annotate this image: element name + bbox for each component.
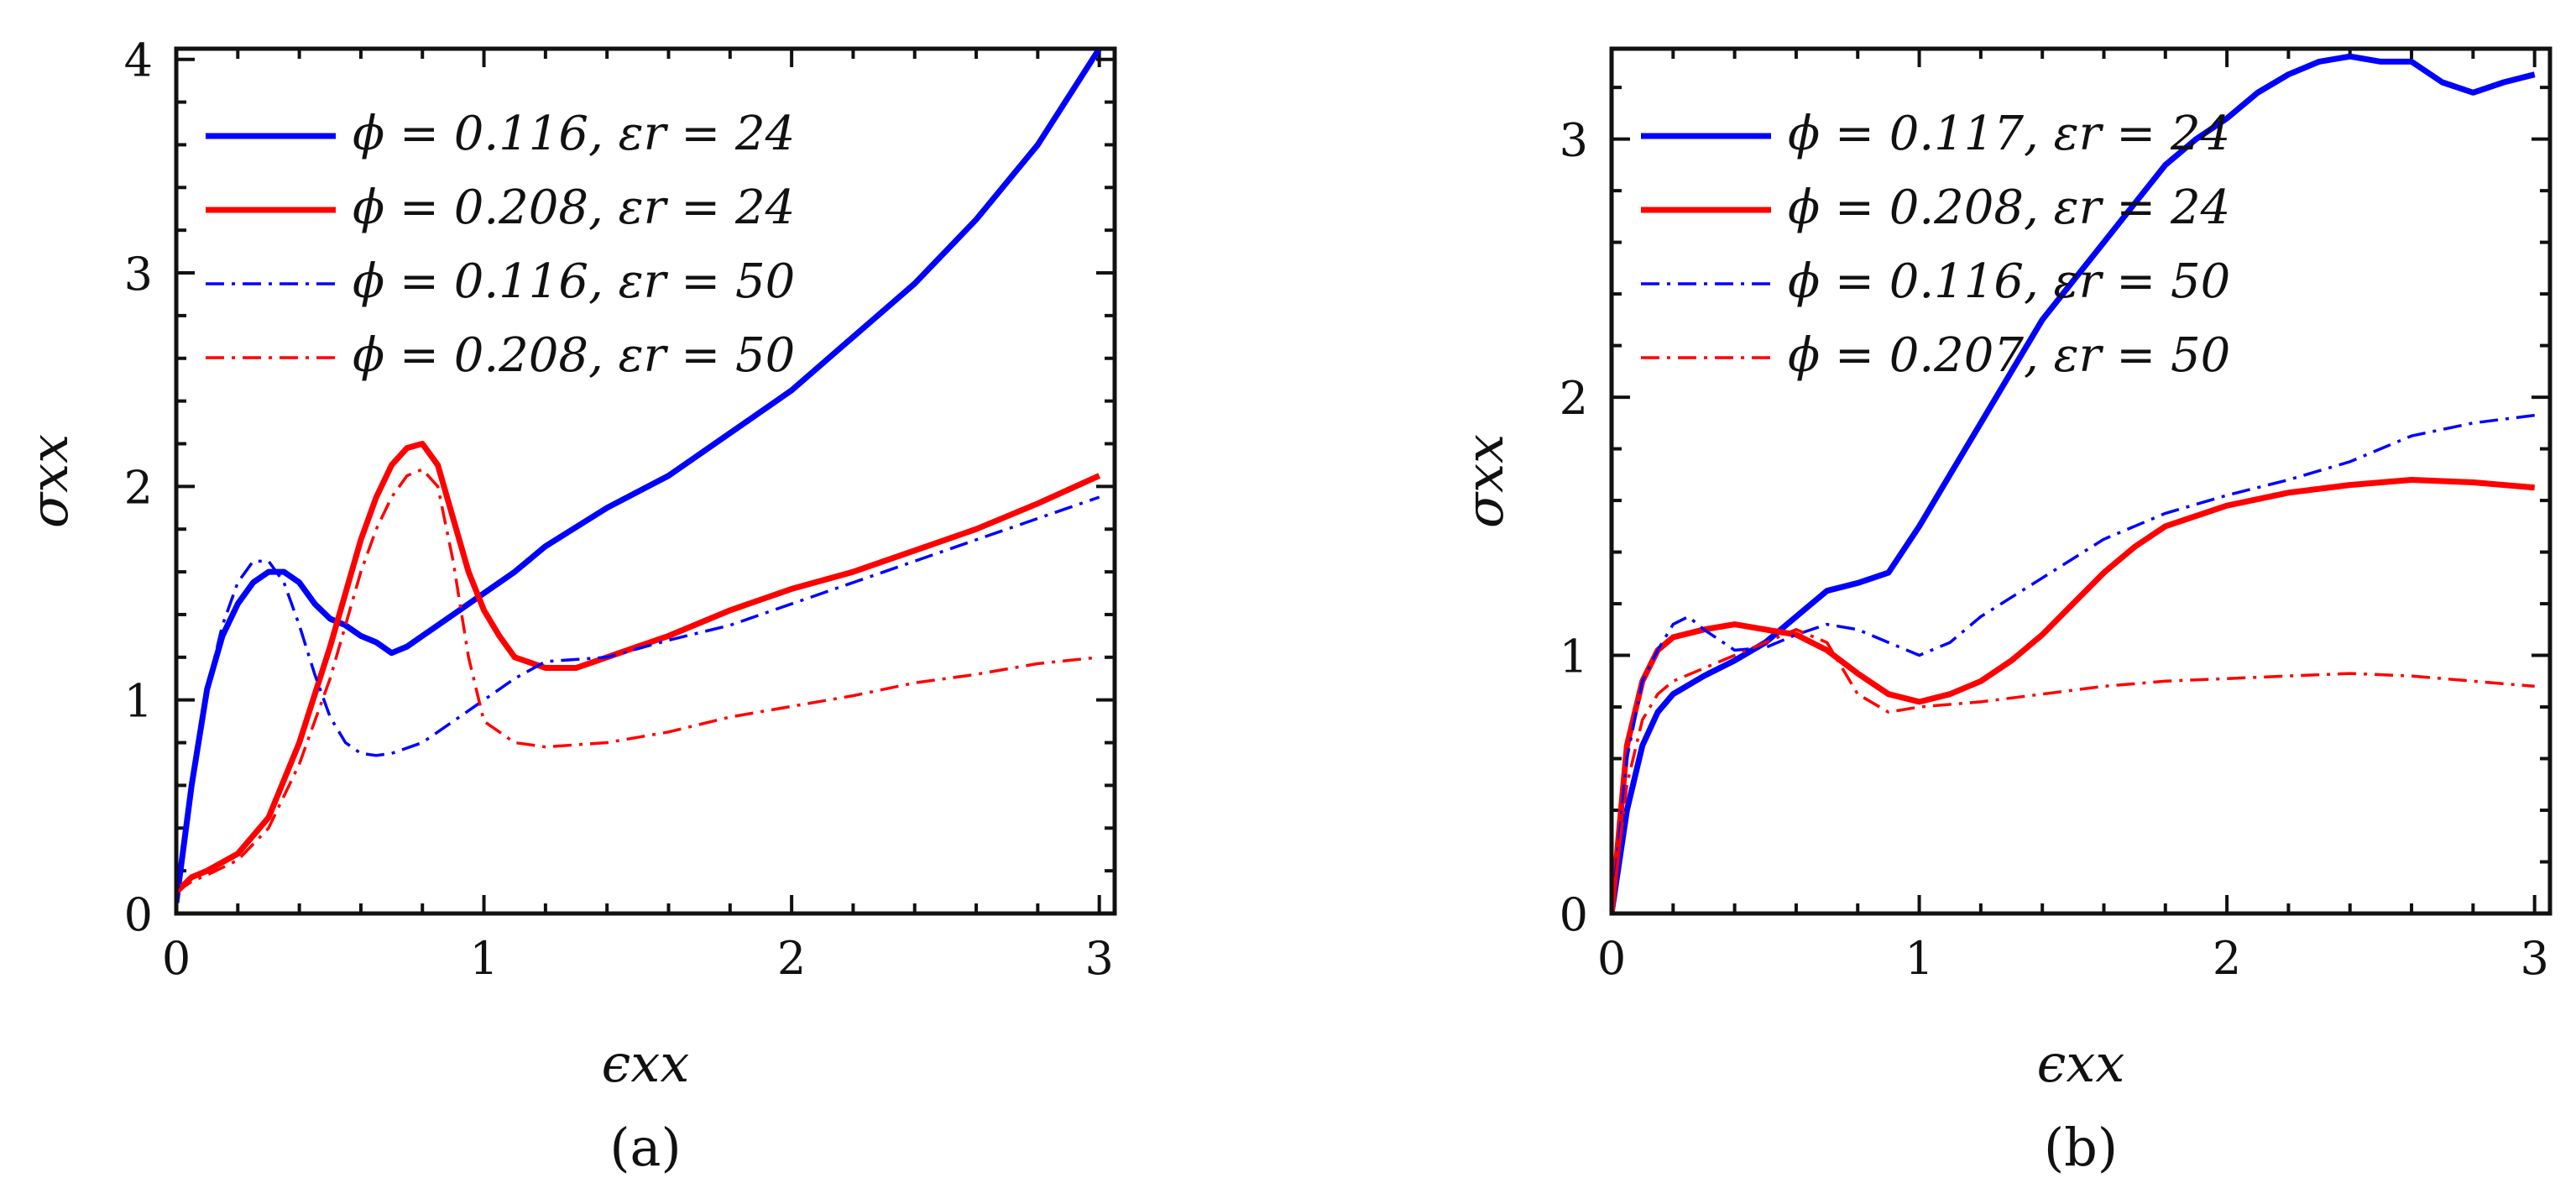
series-line-1 [176, 49, 1102, 903]
series-line-1 [1612, 53, 2536, 913]
legend-entry-3: ϕ = 0.116, εr = 50 [353, 254, 795, 309]
y-tick-label: 0 [124, 888, 153, 941]
legend: ϕ = 0.116, εr = 24 ϕ = 0.208, εr = 24 ϕ = … [206, 107, 795, 383]
series-line-3 [176, 495, 1100, 903]
y-tick-label: 1 [124, 675, 153, 728]
y-tick-label: 2 [124, 461, 153, 514]
panel-label: (a) [609, 1117, 681, 1178]
legend-entry-1: ϕ = 0.117, εr = 24 [1788, 107, 2230, 161]
y-tick-label: 1 [1560, 631, 1588, 683]
legend-entry-4: ϕ = 0.207, εr = 50 [1788, 328, 2230, 383]
x-axis-label: ϵxx [2037, 1033, 2125, 1094]
y-axis-label: σxx [18, 434, 80, 528]
series-line-2 [176, 441, 1101, 895]
series-line-4 [1612, 628, 2535, 913]
series-line-2 [1612, 477, 2535, 913]
legend-entry-1: ϕ = 0.116, εr = 24 [353, 107, 795, 161]
x-tick-label: 0 [1597, 932, 1626, 985]
y-tick-label: 3 [124, 248, 153, 301]
x-tick-label: 2 [2213, 932, 2241, 985]
x-tick-label: 0 [162, 932, 191, 985]
series-line-3 [1612, 413, 2535, 913]
x-tick-label: 3 [1084, 932, 1113, 985]
plot-frame [1609, 46, 2552, 916]
y-tick-label: 4 [124, 34, 153, 87]
legend-entry-4: ϕ = 0.208, εr = 50 [353, 328, 795, 383]
y-tick-label: 0 [1560, 888, 1588, 941]
y-tick-label: 3 [1560, 114, 1588, 167]
x-tick-label: 1 [469, 932, 498, 985]
y-axis-label: σxx [1454, 434, 1515, 528]
x-tick-label: 3 [2520, 932, 2548, 985]
panel-label: (b) [2044, 1117, 2118, 1178]
legend: ϕ = 0.117, εr = 24 ϕ = 0.208, εr = 24 ϕ = … [1641, 107, 2230, 383]
y-tick-label: 2 [1560, 372, 1588, 425]
legend-entry-2: ϕ = 0.208, εr = 24 [353, 181, 795, 235]
x-tick-label: 2 [777, 932, 806, 985]
x-axis-label: ϵxx [602, 1033, 690, 1094]
series-line-4 [176, 468, 1100, 894]
x-tick-label: 1 [1905, 932, 1933, 985]
plot-frame [174, 46, 1117, 916]
legend-entry-3: ϕ = 0.116, εr = 50 [1788, 254, 2230, 309]
legend-entry-2: ϕ = 0.208, εr = 24 [1788, 181, 2230, 235]
